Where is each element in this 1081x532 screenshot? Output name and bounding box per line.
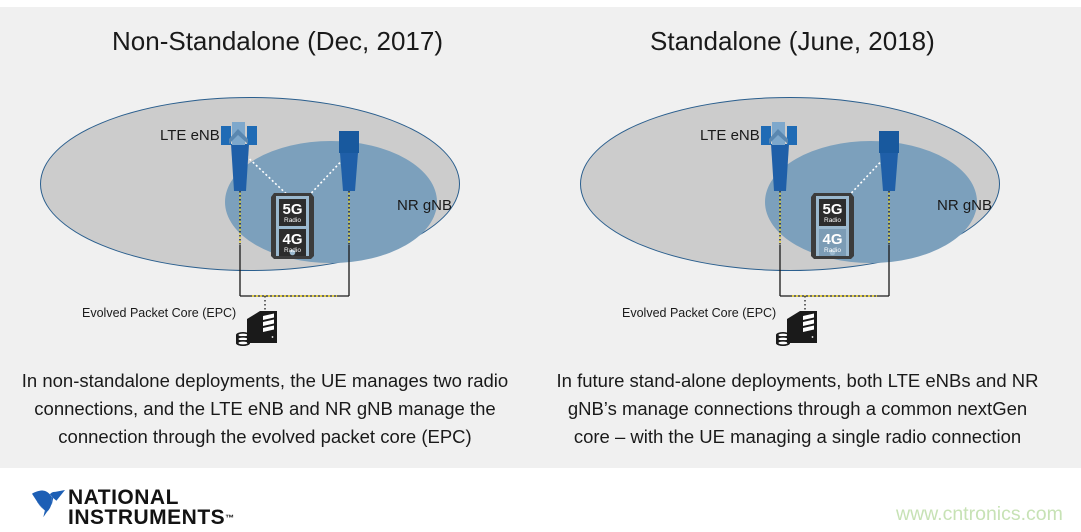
svg-text:Radio: Radio <box>824 217 841 224</box>
svg-text:4G: 4G <box>822 231 842 248</box>
svg-text:Radio: Radio <box>284 247 301 254</box>
svg-text:5G: 5G <box>282 201 302 218</box>
svg-text:Radio: Radio <box>824 247 841 254</box>
svg-text:Radio: Radio <box>284 217 301 224</box>
svg-text:4G: 4G <box>282 231 302 248</box>
svg-text:5G: 5G <box>822 201 842 218</box>
